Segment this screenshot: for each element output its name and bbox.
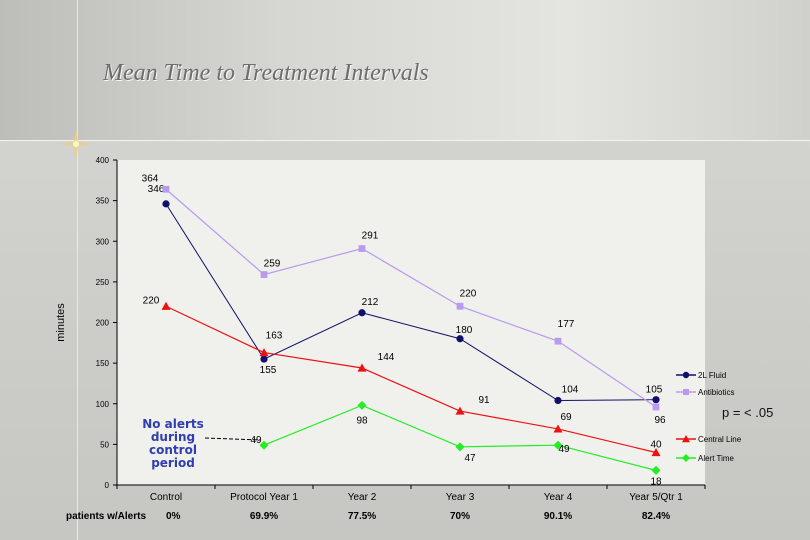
y-axis-label: minutes <box>55 303 67 342</box>
vertical-accent-line <box>77 0 78 540</box>
data-point-marker <box>259 440 269 450</box>
data-label: 49 <box>558 444 570 455</box>
alerts-percent-value: 0% <box>166 511 181 522</box>
data-point-marker <box>554 396 562 405</box>
band-divider <box>0 140 810 141</box>
alerts-percent-value: 69.9% <box>249 511 279 522</box>
plot-area <box>117 160 705 485</box>
y-tick-label: 0 <box>105 481 110 490</box>
data-point-marker <box>651 448 661 457</box>
data-point-marker <box>651 465 661 475</box>
sparkle-icon <box>60 128 92 160</box>
data-label: 180 <box>456 325 473 336</box>
data-point-marker <box>357 363 367 372</box>
data-point-marker <box>358 245 366 252</box>
data-point-marker <box>554 337 562 345</box>
alerts-percent-value: 77.5% <box>347 511 377 522</box>
data-point-marker <box>357 400 367 410</box>
legend-label: Antibiotics <box>698 388 734 397</box>
alerts-percent-value: 82.4% <box>641 511 671 522</box>
series-line <box>165 305 657 454</box>
x-tick-label: Year 5/Qtr 1 <box>629 492 683 503</box>
data-label: 47 <box>464 453 476 464</box>
data-point-marker <box>259 348 269 357</box>
data-label: 104 <box>562 385 579 396</box>
legend-marker <box>682 435 690 443</box>
data-point-marker <box>455 406 465 415</box>
data-point-marker <box>456 302 464 310</box>
data-point-marker <box>162 185 170 193</box>
data-label: 40 <box>650 440 662 451</box>
data-label: 144 <box>378 352 395 363</box>
alerts-percent-value: 70% <box>449 511 471 522</box>
no-alerts-note: No alerts during control period <box>142 417 204 470</box>
data-label: 18 <box>650 476 662 487</box>
y-tick-label: 50 <box>100 440 109 449</box>
data-label: 96 <box>654 415 666 426</box>
data-point-marker <box>162 200 170 208</box>
slide-title: Mean Time to Treatment Intervals <box>103 60 429 86</box>
data-point-marker <box>455 442 465 452</box>
data-label: 291 <box>362 231 379 242</box>
data-point-marker <box>161 301 171 310</box>
data-label: 105 <box>646 385 663 396</box>
data-point-marker <box>553 440 563 450</box>
data-label: 212 <box>362 297 379 308</box>
series-line <box>165 188 657 408</box>
data-label: 69 <box>560 412 572 423</box>
y-tick-label: 250 <box>96 278 110 287</box>
legend-marker <box>682 454 690 462</box>
data-point-marker <box>260 355 268 363</box>
alerts-row-label: patients w/Alerts <box>66 511 147 522</box>
data-label: 177 <box>558 319 575 330</box>
y-tick-label: 350 <box>96 197 110 206</box>
data-label: 91 <box>478 395 490 406</box>
legend-label: 2L Fluid <box>698 371 726 380</box>
legend-marker <box>682 371 690 379</box>
data-point-marker <box>260 271 268 278</box>
data-point-marker <box>652 403 660 411</box>
data-label: 346 <box>148 184 165 195</box>
legend-marker <box>683 389 689 395</box>
y-tick-label: 200 <box>96 319 110 328</box>
note-connector-line <box>204 437 261 441</box>
data-point-marker <box>652 396 660 404</box>
alerts-percent-value: 90.1% <box>543 511 573 522</box>
x-tick-label: Year 3 <box>446 492 475 503</box>
y-tick-label: 100 <box>96 400 110 409</box>
x-tick-label: Protocol Year 1 <box>230 492 298 503</box>
data-label: 259 <box>264 259 281 270</box>
title-band <box>0 0 810 140</box>
data-point-marker <box>553 424 563 433</box>
x-tick-label: Control <box>150 492 182 503</box>
data-label: 98 <box>356 415 368 426</box>
legend-label: Alert Time <box>698 454 735 463</box>
legend-label: Central Line <box>698 435 742 444</box>
data-label: 163 <box>266 331 283 342</box>
p-value: p = < .05 <box>722 405 774 420</box>
y-tick-label: 300 <box>96 237 110 246</box>
y-tick-label: 400 <box>96 156 110 165</box>
data-label: 155 <box>260 365 277 376</box>
series-line <box>165 203 657 402</box>
data-label: 364 <box>142 173 159 184</box>
data-point-marker <box>358 309 366 317</box>
data-point-marker <box>456 335 464 343</box>
data-label: 220 <box>143 295 160 306</box>
x-tick-label: Year 4 <box>544 492 573 503</box>
x-tick-label: Year 2 <box>348 492 377 503</box>
data-label: 49 <box>250 435 262 446</box>
data-label: 220 <box>460 288 477 299</box>
y-tick-label: 150 <box>96 359 110 368</box>
